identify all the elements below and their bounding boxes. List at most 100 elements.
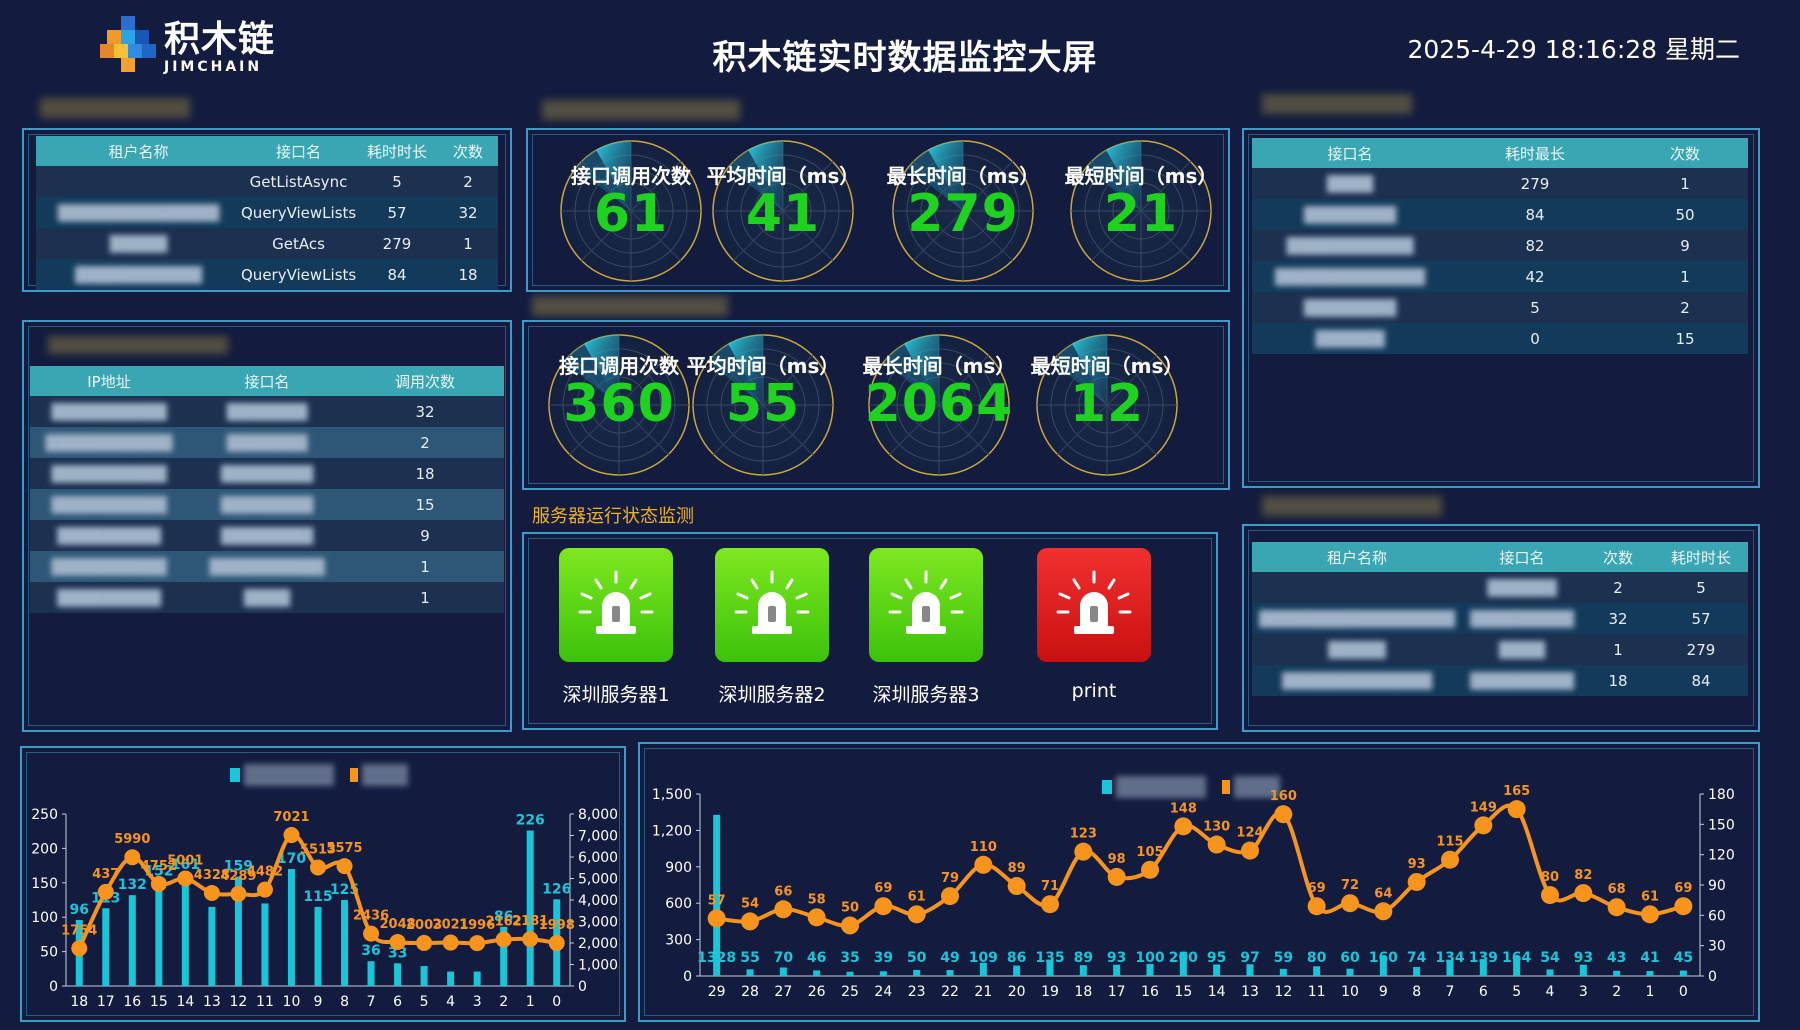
bar-data-label: 60 — [1340, 950, 1360, 966]
line-data-label: 98 — [1108, 852, 1126, 867]
bar-data-label: 80 — [1307, 950, 1327, 966]
call-count: 32 — [346, 396, 504, 427]
line-data-label: 437 — [92, 867, 119, 882]
line-point — [124, 849, 141, 866]
bar-data-label: 89 — [1074, 950, 1093, 966]
line-point — [442, 934, 459, 951]
radar-gauge-icon — [1036, 334, 1178, 476]
bar — [155, 881, 163, 986]
section-label-tenant2-blurred — [1262, 496, 1442, 516]
bar — [234, 876, 242, 986]
blurred-api: ███████ — [226, 433, 308, 452]
line-data-label: 105 — [1136, 845, 1163, 860]
count: 18 — [1582, 665, 1654, 696]
chart-daily-panel: 0 300 600 900 1,200 1,500 0 30 60 90 120 150 180 1328… — [638, 742, 1760, 1022]
col-duration: 耗时时长 — [1654, 542, 1748, 572]
bar — [1246, 964, 1254, 976]
line-data-label: 69 — [1308, 881, 1326, 896]
x-tick-label: 16 — [123, 994, 141, 1010]
gauge-label: 平均时间（ms） — [686, 354, 840, 378]
bar-data-label: 59 — [1274, 950, 1293, 966]
server-card-2[interactable]: 深圳服务器3 — [846, 548, 1006, 707]
x-tick-label: 2 — [1612, 984, 1621, 1000]
line-point — [203, 884, 220, 901]
blurred-ip: ██████████ — [51, 464, 167, 483]
section-label-rank-blurred — [1262, 94, 1412, 114]
blurred-tenant: █████ — [1328, 640, 1386, 659]
gauge-label: 平均时间（ms） — [706, 164, 860, 188]
bar-data-label: 170 — [277, 851, 306, 867]
line-data-label: 69 — [1674, 881, 1692, 896]
bar — [1379, 956, 1387, 976]
bar — [341, 900, 349, 986]
logo-text-en: JIMCHAIN — [164, 59, 263, 75]
y-tick-label-right: 6,000 — [578, 850, 618, 866]
table-row: █████ GetAcs 279 1 — [36, 228, 498, 259]
server-status-tile[interactable] — [715, 548, 829, 662]
bar — [367, 961, 375, 986]
y-tick-label-right: 60 — [1708, 908, 1726, 924]
max-duration: 5 — [1448, 292, 1622, 323]
count: 2 — [438, 166, 498, 197]
table-row: ██████ 0 15 — [1252, 323, 1748, 354]
server-status-tile[interactable] — [1037, 548, 1151, 662]
line-data-label: 68 — [1608, 882, 1626, 897]
server-status-panel: 深圳服务器1 深圳服务器2 深圳服务器3 print — [522, 532, 1218, 730]
max-duration: 0 — [1448, 323, 1622, 354]
gauge-value: 360 — [563, 374, 675, 434]
line-data-label: 61 — [1641, 889, 1659, 904]
x-tick-label: 11 — [256, 994, 274, 1010]
line-data-label: 130 — [1203, 820, 1230, 835]
bar — [813, 970, 821, 976]
line-data-label: 5001 — [167, 853, 203, 868]
x-tick-label: 20 — [1008, 984, 1026, 1000]
radar-gauge-icon — [692, 334, 834, 476]
bar — [287, 869, 295, 986]
bar — [447, 971, 455, 986]
bar-data-label: 55 — [740, 950, 759, 966]
server-section-label: 服务器运行状态监测 — [532, 506, 694, 527]
y-tick-label-right: 120 — [1708, 848, 1735, 864]
line-point — [774, 900, 793, 919]
table-row: ██████████ ███████ 32 — [30, 396, 504, 427]
x-tick-label: 6 — [1479, 984, 1488, 1000]
y-tick-label-right: 90 — [1708, 878, 1726, 894]
line-point — [741, 912, 759, 931]
bar — [1346, 968, 1354, 976]
server-card-1[interactable]: 深圳服务器2 — [692, 548, 852, 707]
blurred-api: ████████ — [1303, 205, 1397, 224]
x-tick-label: 1 — [526, 994, 535, 1010]
y-tick-label-left: 600 — [665, 896, 692, 912]
bar-data-label: 95 — [1207, 950, 1226, 966]
bar-data-label: 1328 — [697, 950, 736, 966]
x-tick-label: 7 — [367, 994, 376, 1010]
bar-data-label: 54 — [1540, 950, 1560, 966]
y-tick-label-left: 1,200 — [652, 823, 692, 839]
radar-gauge-icon — [712, 140, 854, 282]
bar — [1613, 970, 1621, 976]
bar-data-label: 159 — [224, 859, 253, 875]
bar-data-label: 126 — [542, 881, 571, 897]
table-row: ██████████ ████████ 15 — [30, 489, 504, 520]
blurred-tenant: █████████████ — [1282, 671, 1432, 690]
line-point — [363, 925, 380, 942]
bar — [913, 969, 921, 976]
line-data-label: 4289 — [220, 869, 256, 884]
server-status-tile[interactable] — [559, 548, 673, 662]
server-card-0[interactable]: 深圳服务器1 — [536, 548, 696, 707]
table-row: ███████████ QueryViewLists 84 18 — [36, 259, 498, 290]
server-card-3[interactable]: print — [1014, 548, 1174, 702]
y-tick-label-right: 180 — [1708, 787, 1735, 803]
count: 32 — [438, 197, 498, 228]
y-tick-label-right: 8,000 — [578, 807, 618, 823]
call-count: 9 — [346, 520, 504, 551]
server-status-tile[interactable] — [869, 548, 983, 662]
bar-data-label: 115 — [303, 889, 332, 905]
x-tick-label: 13 — [1241, 984, 1259, 1000]
duration: 279 — [1654, 634, 1748, 665]
bar-data-label: 93 — [1574, 950, 1593, 966]
table-row: █████████████ █████████ 18 84 — [1252, 665, 1748, 696]
gauge-value: 279 — [907, 184, 1019, 244]
blurred-api: ██████████ — [209, 557, 325, 576]
blurred-api: █████████████ — [1275, 267, 1425, 286]
